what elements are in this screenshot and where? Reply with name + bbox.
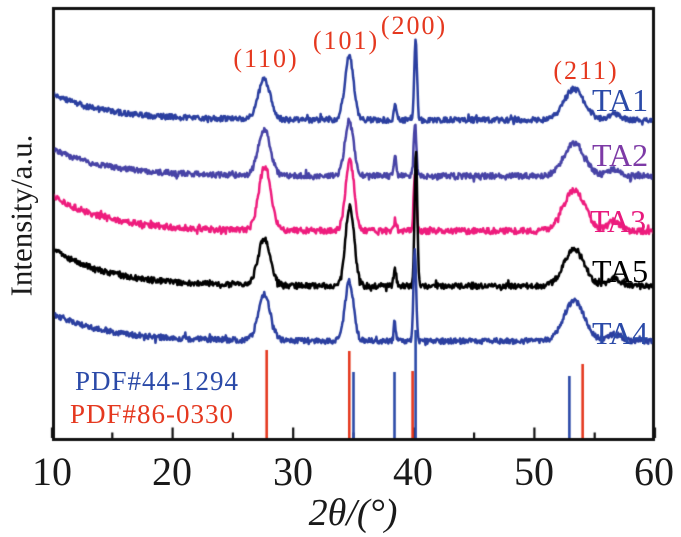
series-label-ta2: TA2 <box>592 137 649 173</box>
x-tick-label-10: 10 <box>32 449 72 494</box>
y-axis-label: Intensity/a.u. <box>3 134 39 297</box>
peak-label-101: (101) <box>312 26 380 55</box>
series-label-ta4: TA4 <box>592 315 649 351</box>
x-axis-label: 2θ/(°) <box>308 492 398 534</box>
x-tick-label-40: 40 <box>393 449 433 494</box>
peak-label-200: (200) <box>380 11 448 40</box>
peak-label-211: (211) <box>553 56 619 85</box>
x-tick-label-50: 50 <box>514 449 554 494</box>
reference-label-pdf-86-0330: PDF#86-0330 <box>70 399 235 429</box>
x-tick-label-60: 60 <box>634 449 674 494</box>
series-label-ta5: TA5 <box>592 253 649 289</box>
series-label-ta3: TA3 <box>590 203 647 239</box>
x-tick-label-30: 30 <box>273 449 313 494</box>
reference-label-pdf-44-1294: PDF#44-1294 <box>75 366 240 396</box>
peak-label-110: (110) <box>233 44 299 73</box>
x-tick-label-20: 20 <box>152 449 192 494</box>
series-label-ta1: TA1 <box>592 82 649 118</box>
